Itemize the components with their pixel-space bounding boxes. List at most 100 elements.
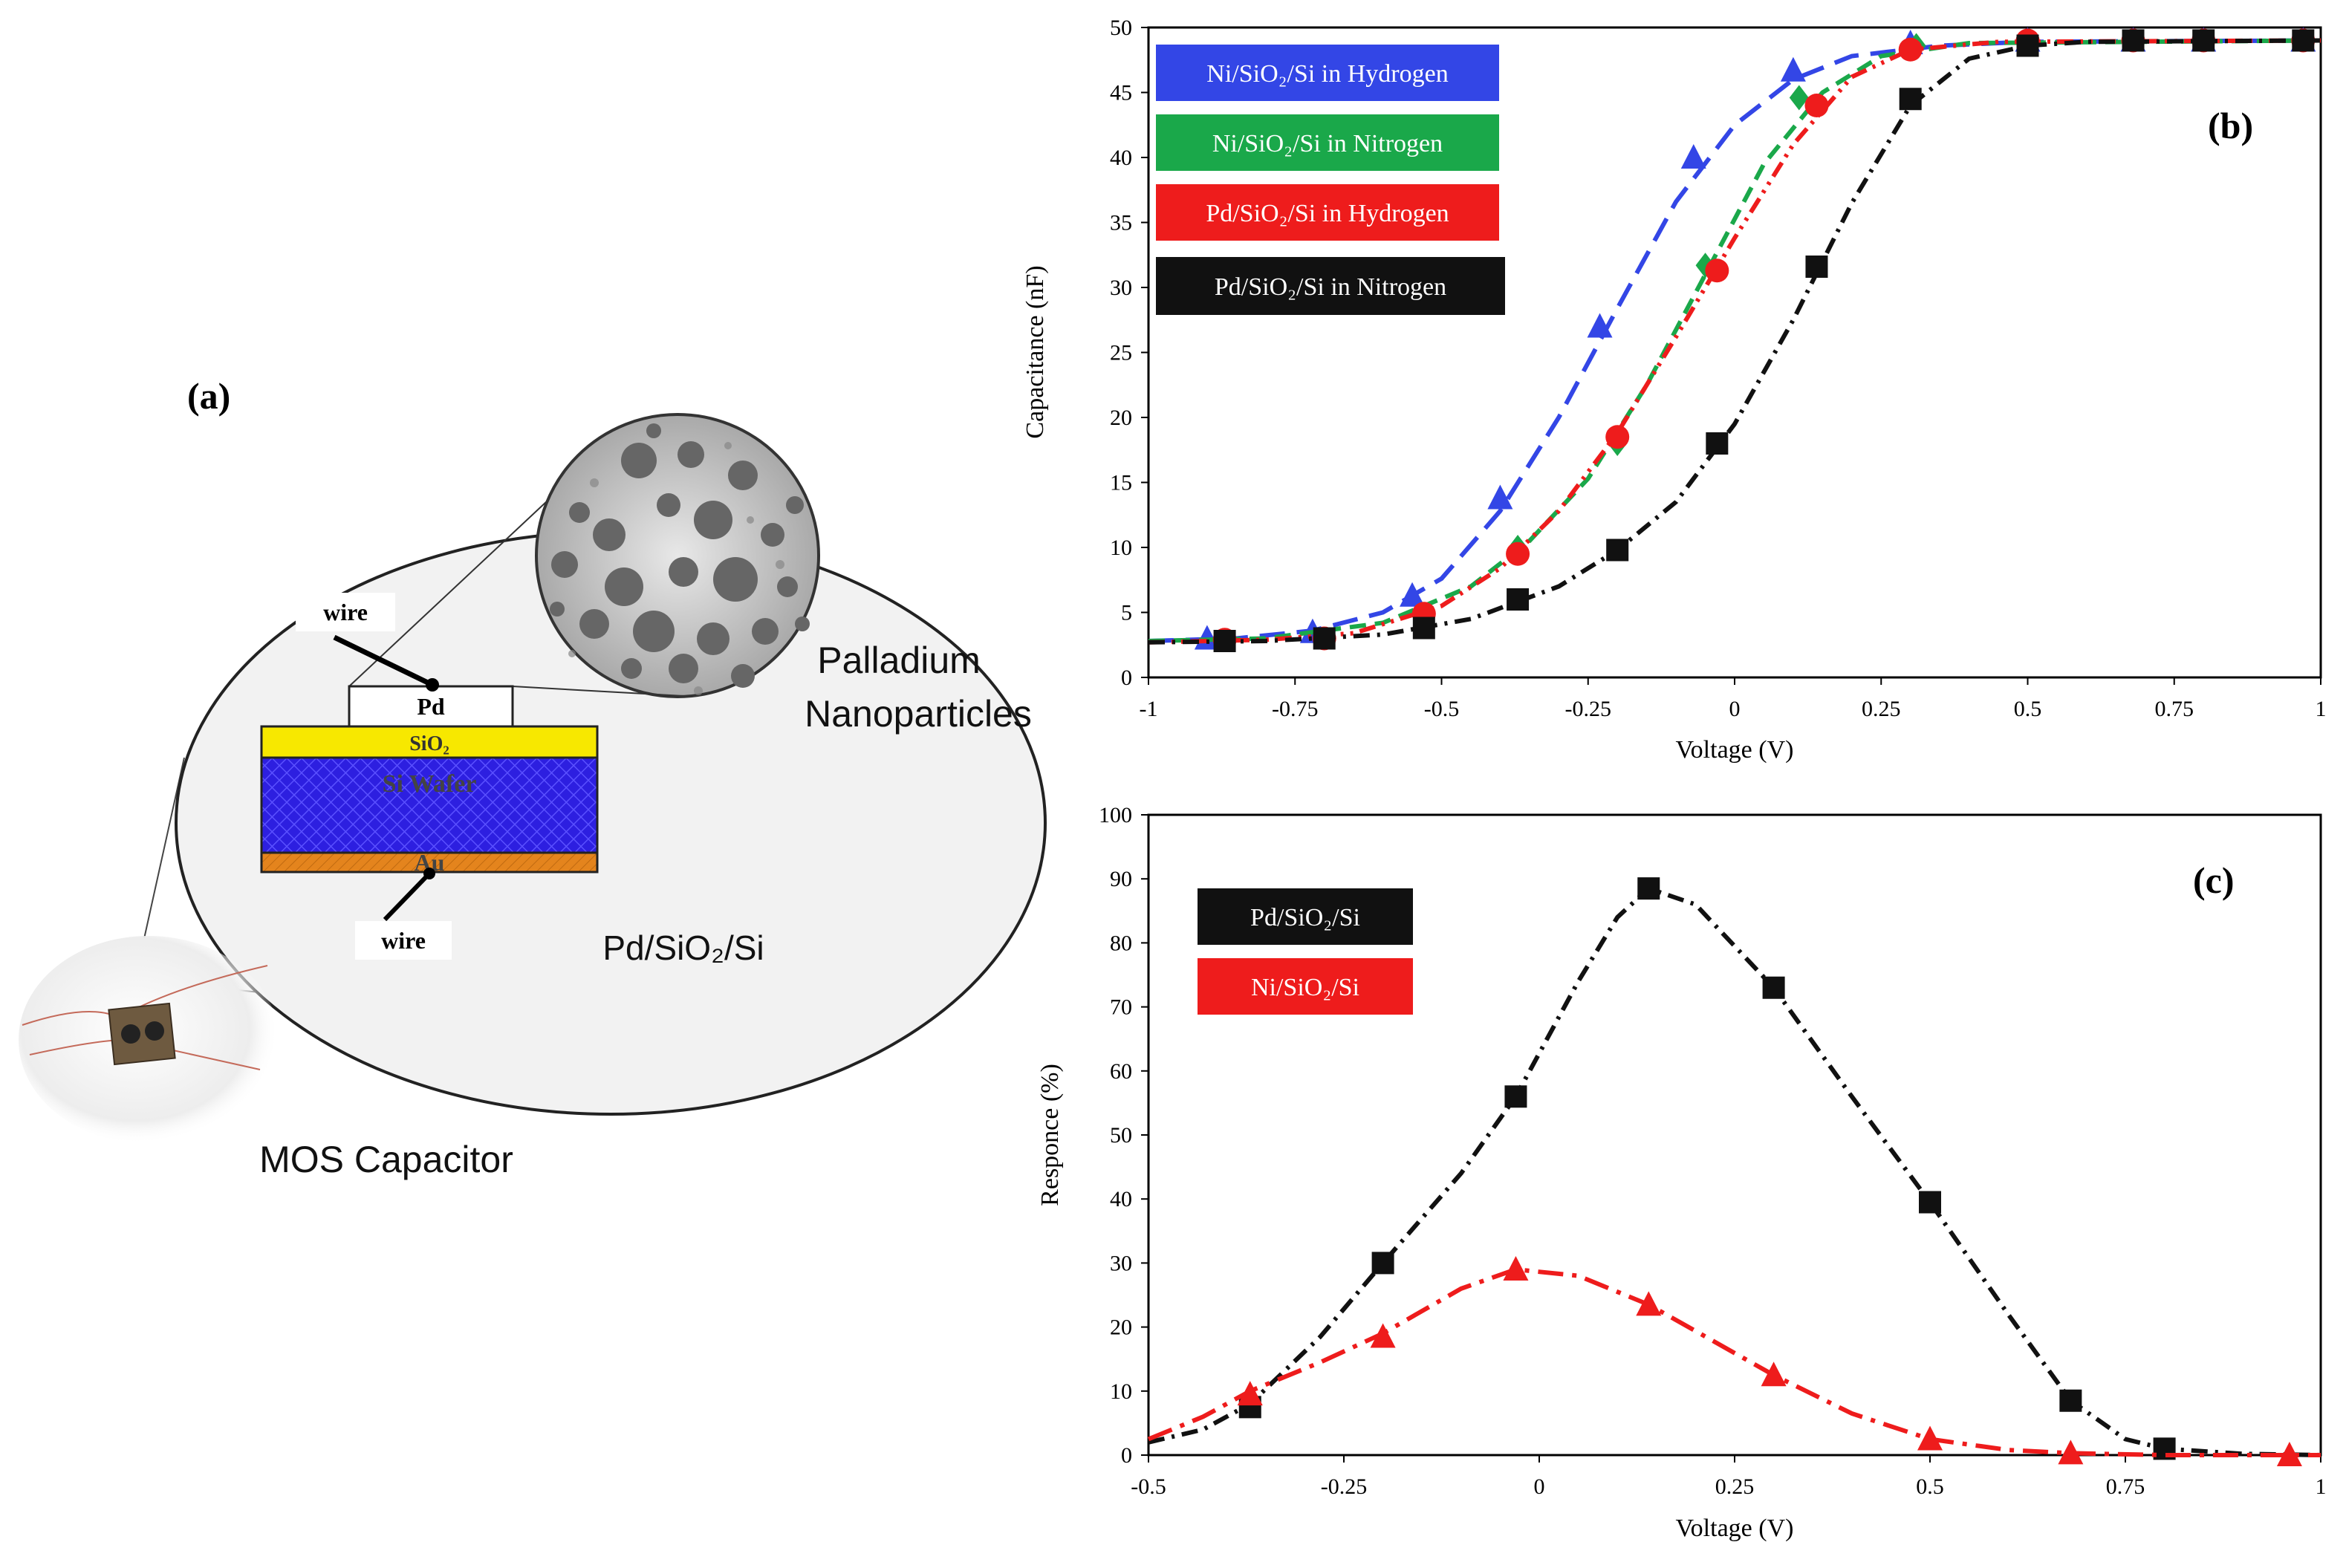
x-tick-label: -0.75 bbox=[1272, 697, 1319, 721]
y-tick-label: 0 bbox=[1121, 1443, 1132, 1468]
panel-c-y-ticks: 0 10 20 30 40 50 60 70 80 90 100 bbox=[1099, 803, 1148, 1468]
panel-b-x-ticks: -1 -0.75 -0.5 -0.25 0 0.25 0.5 0.75 1 bbox=[1140, 677, 2327, 721]
legend-swatch-ni-sio-si bbox=[1198, 958, 1413, 1015]
nanoparticles-label-line2: Nanoparticles bbox=[805, 693, 1032, 735]
x-tick-label: 0 bbox=[1534, 1474, 1545, 1499]
data-point-ni-sio-si-in-hydrogen bbox=[1400, 582, 1426, 607]
panel-b-letter: (b) bbox=[2208, 105, 2253, 146]
series-line-pd-sio-si-in-nitrogen bbox=[1148, 38, 2321, 645]
data-point-pd-sio-si-in-hydrogen bbox=[1898, 37, 1923, 62]
si-wafer-layer bbox=[260, 756, 599, 854]
device-chip bbox=[108, 1002, 176, 1066]
legend-label-ni-sio-si-in-nitrogen: Ni/SiO₂/Si in Nitrogen bbox=[1212, 130, 1443, 157]
data-point-pd-sio-si bbox=[1637, 877, 1660, 900]
x-tick-label: -0.25 bbox=[1321, 1474, 1368, 1499]
data-point-pd-sio-si bbox=[1919, 1191, 1941, 1214]
data-point-ni-sio-si bbox=[1370, 1323, 1396, 1348]
y-tick-label: 20 bbox=[1110, 406, 1132, 430]
panel-a-letter: (a) bbox=[187, 375, 230, 417]
bottom-wire-label-box bbox=[355, 921, 452, 960]
data-point-ni-sio-si bbox=[2276, 1442, 2302, 1466]
data-point-ni-sio-si bbox=[1761, 1362, 1787, 1387]
legend-swatch-pd-sio-si-in-nitrogen bbox=[1156, 257, 1505, 315]
legend-label-ni-sio-si: Ni/SiO₂/Si bbox=[1251, 974, 1359, 1001]
y-tick-label: 40 bbox=[1110, 1187, 1132, 1211]
data-point-pd-sio-si-in-nitrogen bbox=[2292, 29, 2315, 52]
panel-b-y-axis-title: Capacitance (nF) bbox=[1021, 265, 1049, 438]
data-point-pd-sio-si bbox=[1504, 1085, 1527, 1108]
y-tick-label: 5 bbox=[1121, 601, 1132, 625]
structure-label: Pd/SiO₂/Si bbox=[602, 928, 764, 967]
bottom-wire-label: wire bbox=[381, 927, 426, 954]
y-tick-label: 40 bbox=[1110, 146, 1132, 170]
data-point-pd-sio-si-in-hydrogen bbox=[1804, 94, 1829, 117]
sio2-layer bbox=[260, 725, 599, 759]
data-point-ni-sio-si-in-hydrogen bbox=[1680, 144, 1706, 169]
panel-c-x-axis-title: Voltage (V) bbox=[1676, 1515, 1794, 1542]
series-pd-sio-si-in-nitrogen bbox=[1148, 29, 2321, 652]
data-point-pd-sio-si-in-hydrogen bbox=[1605, 425, 1630, 449]
pd-layer-label: Pd bbox=[417, 693, 445, 720]
y-tick-label: 15 bbox=[1110, 471, 1132, 495]
nanoparticle-micrograph bbox=[535, 413, 820, 698]
x-tick-label: 0.75 bbox=[2106, 1474, 2145, 1499]
x-tick-label: 0.5 bbox=[2014, 697, 2042, 721]
y-tick-label: 35 bbox=[1110, 211, 1132, 235]
data-point-ni-sio-si bbox=[2058, 1439, 2084, 1465]
data-point-ni-sio-si bbox=[1503, 1256, 1529, 1281]
data-point-pd-sio-si-in-nitrogen bbox=[1805, 256, 1828, 278]
bottom-wire: wire bbox=[355, 868, 452, 960]
x-tick-label: 0 bbox=[1729, 697, 1741, 721]
data-point-pd-sio-si-in-hydrogen bbox=[1506, 541, 1530, 566]
legend-label-pd-sio-si-in-hydrogen: Pd/SiO₂/Si in Hydrogen bbox=[1206, 200, 1449, 227]
zoom-line-pd-right bbox=[512, 686, 684, 697]
panel-c-x-ticks: -0.5 -0.25 0 0.25 0.5 0.75 1 bbox=[1131, 1455, 2327, 1499]
data-point-ni-sio-si-in-hydrogen bbox=[1780, 56, 1806, 82]
data-point-pd-sio-si-in-nitrogen bbox=[1606, 539, 1629, 562]
panel-c-y-axis-title: Responce (%) bbox=[1036, 1064, 1064, 1206]
panel-b-chart: 0 5 10 15 20 25 30 35 40 45 50 -1 -0.75 -0.5 -0.25 0 0.… bbox=[1021, 16, 2327, 764]
data-point-ni-sio-si bbox=[1237, 1381, 1263, 1406]
series-ni-sio-si bbox=[1147, 1256, 2321, 1466]
device-photo bbox=[19, 936, 279, 1144]
top-wire-line bbox=[333, 634, 434, 688]
bottom-wire-line bbox=[383, 871, 432, 922]
panel-b-legend: Ni/SiO₂/Si in Hydrogen Ni/SiO₂/Si in Nitr… bbox=[1156, 45, 1505, 315]
x-tick-label: 0.75 bbox=[2155, 697, 2194, 721]
x-tick-label: 1 bbox=[2316, 1474, 2327, 1499]
data-point-pd-sio-si-in-nitrogen bbox=[1507, 588, 1530, 611]
data-point-pd-sio-si-in-nitrogen bbox=[1706, 432, 1729, 455]
x-tick-label: 0.5 bbox=[1916, 1474, 1944, 1499]
y-tick-label: 60 bbox=[1110, 1059, 1132, 1084]
y-tick-label: 100 bbox=[1099, 803, 1132, 827]
data-point-ni-sio-si bbox=[1917, 1425, 1943, 1451]
panel-c-chart: 0 10 20 30 40 50 60 70 80 90 100 -0.5 -0.25 0 0.25 0.5… bbox=[1036, 803, 2327, 1542]
data-point-pd-sio-si-in-nitrogen bbox=[1213, 630, 1236, 652]
y-tick-label: 50 bbox=[1110, 1123, 1132, 1148]
data-point-pd-sio-si bbox=[1762, 976, 1785, 999]
y-tick-label: 10 bbox=[1110, 1379, 1132, 1404]
device-contact-1 bbox=[121, 1024, 140, 1044]
y-tick-label: 20 bbox=[1110, 1315, 1132, 1340]
device-label: MOS Capacitor bbox=[259, 1139, 513, 1180]
x-tick-label: -1 bbox=[1140, 697, 1158, 721]
y-tick-label: 10 bbox=[1110, 536, 1132, 560]
top-wire: wire bbox=[296, 593, 439, 692]
y-tick-label: 30 bbox=[1110, 1251, 1132, 1275]
sio2-layer-label: SiO₂ bbox=[409, 732, 449, 755]
panel-c-letter: (c) bbox=[2193, 859, 2235, 901]
data-point-pd-sio-si-in-nitrogen bbox=[2016, 34, 2039, 57]
y-tick-label: 25 bbox=[1110, 341, 1132, 365]
panel-b-x-axis-title: Voltage (V) bbox=[1676, 736, 1794, 764]
nanoparticles-label-line1: Palladium bbox=[817, 640, 981, 681]
x-tick-label: -0.5 bbox=[1131, 1474, 1166, 1499]
legend-label-pd-sio-si-in-nitrogen: Pd/SiO₂/Si in Nitrogen bbox=[1215, 273, 1446, 301]
x-tick-label: 0.25 bbox=[1862, 697, 1901, 721]
panel-b-y-ticks: 0 5 10 15 20 25 30 35 40 45 50 bbox=[1110, 16, 1148, 690]
data-point-ni-sio-si-in-nitrogen bbox=[1789, 85, 1809, 111]
panel-c-legend: Pd/SiO₂/Si Ni/SiO₂/Si bbox=[1198, 888, 1413, 1015]
data-point-pd-sio-si-in-nitrogen bbox=[1899, 88, 1922, 111]
series-line-ni-sio-si bbox=[1147, 1266, 2321, 1457]
data-point-pd-sio-si-in-nitrogen bbox=[2192, 29, 2215, 52]
legend-label-ni-sio-si-in-hydrogen: Ni/SiO₂/Si in Hydrogen bbox=[1206, 60, 1448, 88]
